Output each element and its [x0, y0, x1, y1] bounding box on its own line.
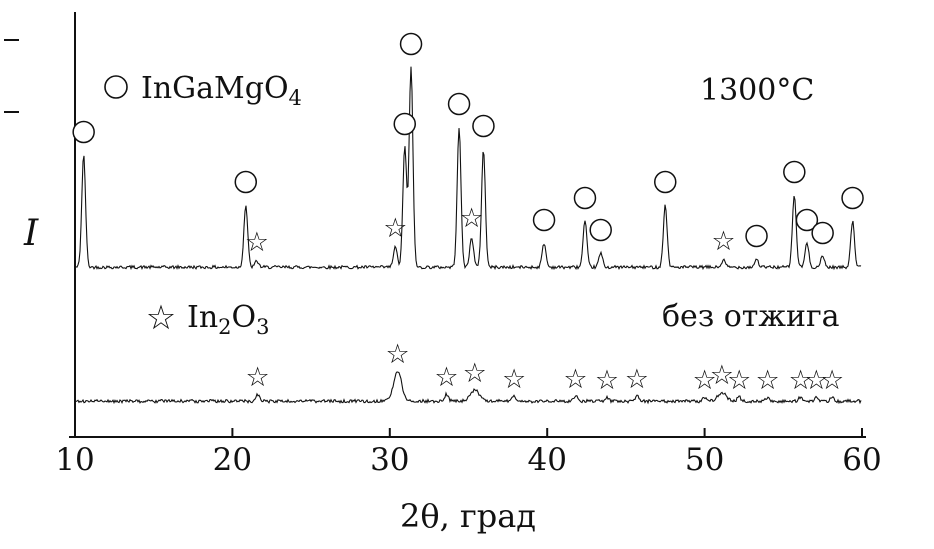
legend-label: InGaMgO4 [141, 71, 302, 110]
x-axis-label: 2θ, град [400, 497, 536, 535]
ingamgo4-peak-marker-icon [654, 170, 677, 194]
in2o3-peak-marker-icon: ☆ [789, 365, 813, 396]
in2o3-peak-marker-icon: ☆ [502, 364, 526, 395]
x-tick-label: 20 [213, 442, 252, 478]
in2o3-peak-marker-icon: ☆ [563, 364, 587, 395]
in2o3-peak-marker-icon: ☆ [727, 365, 751, 396]
legend-star-icon: ☆ [146, 298, 176, 338]
ingamgo4-peak-marker-icon [589, 218, 612, 242]
in2o3-peak-marker-icon: ☆ [804, 365, 828, 396]
in2o3-peak-marker-icon: ☆ [755, 365, 779, 396]
annotation-bez-otzhiga: без отжига [662, 299, 840, 334]
chart-dynamic-layer: 10 20 30 40 50 60☆ ☆ ☆☆☆☆☆ ☆ ☆ ☆ ☆ ☆ ☆☆☆ ☆ ☆☆☆InGaMgO4☆… [4, 12, 882, 478]
ingamgo4-peak-marker-icon [795, 208, 819, 232]
x-tick-label: 50 [685, 442, 724, 478]
legend-label: In2O3 [187, 300, 270, 339]
x-tick-label: 10 [55, 442, 94, 478]
ingamgo4-peak-marker-icon [447, 92, 471, 116]
ingamgo4-peak-marker-icon [393, 112, 417, 136]
x-tick-label: 30 [370, 442, 409, 478]
ingamgo4-peak-marker-icon [234, 170, 258, 194]
ingamgo4-peak-marker-icon [573, 186, 597, 210]
in2o3-peak-marker-icon: ☆ [595, 365, 619, 396]
xrd-trace-as-prepared [75, 371, 862, 405]
xrd-trace-annealed [75, 66, 862, 271]
in2o3-peak-marker-icon: ☆ [692, 365, 716, 396]
in2o3-peak-marker-icon: ☆ [245, 362, 269, 393]
in2o3-peak-marker-icon: ☆ [463, 358, 487, 389]
ingamgo4-peak-marker-icon [72, 120, 95, 144]
ingamgo4-peak-marker-icon [399, 32, 423, 56]
in2o3-peak-marker-icon: ☆ [386, 339, 410, 370]
ingamgo4-peak-marker-icon [745, 224, 768, 248]
in2o3-peak-marker-icon: ☆ [711, 226, 735, 257]
y-axis-label: I [23, 213, 39, 254]
legend-circle-icon [104, 75, 128, 99]
in2o3-peak-marker-icon: ☆ [820, 365, 844, 396]
ingamgo4-peak-marker-icon [472, 114, 495, 138]
in2o3-peak-marker-icon: ☆ [383, 213, 407, 244]
in2o3-peak-marker-icon: ☆ [625, 364, 649, 395]
ingamgo4-peak-marker-icon [841, 186, 864, 210]
in2o3-peak-marker-icon: ☆ [434, 362, 458, 393]
in2o3-peak-marker-icon: ☆ [710, 360, 734, 391]
annotation-1300c: 1300°C [700, 73, 814, 108]
ingamgo4-peak-marker-icon [532, 208, 556, 232]
x-tick-label: 60 [842, 442, 881, 478]
x-tick-label: 40 [527, 442, 566, 478]
ingamgo4-peak-marker-icon [783, 160, 806, 184]
ingamgo4-peak-marker-icon [811, 221, 834, 245]
in2o3-peak-marker-icon: ☆ [245, 227, 269, 258]
in2o3-peak-marker-icon: ☆ [460, 203, 484, 234]
